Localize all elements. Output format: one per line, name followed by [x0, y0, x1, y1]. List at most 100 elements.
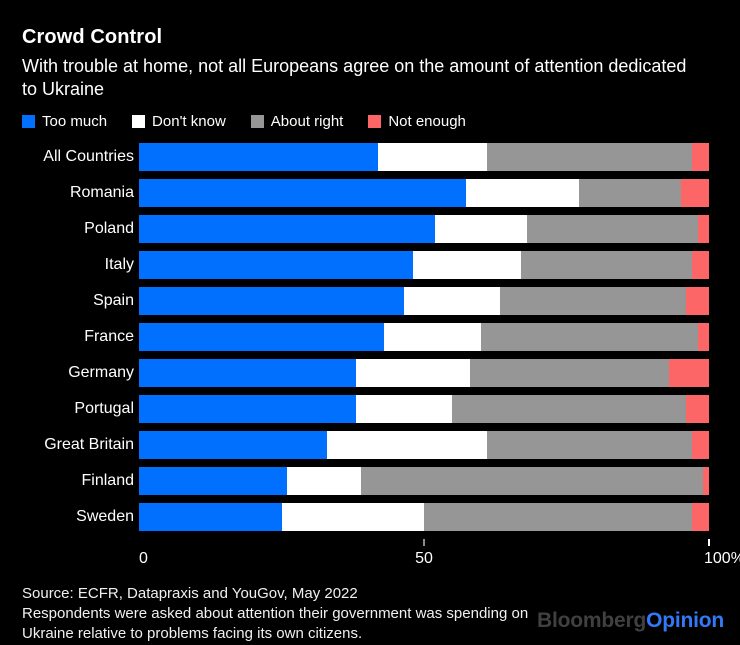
bar-poland	[139, 215, 709, 243]
bar-segment-don-t-know	[355, 395, 453, 423]
legend-item-about-right: About right	[250, 113, 344, 130]
bar-france	[139, 323, 709, 351]
row-label-portugal: Portugal	[74, 400, 134, 417]
chart-row-all-countries: All Countries	[22, 143, 740, 171]
bar-segment-don-t-know	[287, 467, 362, 495]
bar-spain	[139, 287, 709, 315]
row-label-sweden: Sweden	[76, 508, 134, 525]
row-label-finland: Finland	[81, 472, 134, 489]
chart-row-germany: Germany	[22, 359, 740, 387]
bar-segment-about-right	[500, 287, 687, 315]
bar-all-countries	[139, 143, 709, 171]
bar-segment-too-much	[139, 143, 379, 171]
bar-segment-too-much	[139, 467, 288, 495]
bar-segment-too-much	[139, 359, 356, 387]
bar-great-britain	[139, 431, 709, 459]
bar-segment-about-right	[361, 467, 704, 495]
bar-segment-don-t-know	[327, 431, 487, 459]
bar-segment-don-t-know	[466, 179, 580, 207]
bar-finland	[139, 467, 709, 495]
chart-title: Crowd Control	[22, 26, 163, 48]
bar-segment-about-right	[469, 359, 670, 387]
legend-swatch-don-t-know	[132, 115, 146, 128]
chart-row-italy: Italy	[22, 251, 740, 279]
bar-romania	[139, 179, 709, 207]
bar-segment-don-t-know	[435, 215, 527, 243]
chart-row-great-britain: Great Britain	[22, 431, 740, 459]
chart-row-france: France	[22, 323, 740, 351]
bar-segment-about-right	[526, 215, 698, 243]
bar-segment-don-t-know	[355, 359, 470, 387]
bar-segment-not-enough	[686, 287, 709, 315]
bar-segment-about-right	[486, 431, 692, 459]
bar-segment-too-much	[139, 251, 413, 279]
bar-segment-about-right	[486, 143, 692, 171]
bar-segment-not-enough	[691, 143, 709, 171]
legend-label: About right	[270, 113, 344, 130]
bar-segment-about-right	[520, 251, 692, 279]
bloomberg-opinion-logo: BloombergOpinion	[537, 609, 724, 633]
bar-segment-not-enough	[669, 359, 709, 387]
row-label-poland: Poland	[84, 220, 134, 237]
footer: Source: ECFR, Datapraxis and YouGov, May…	[22, 584, 740, 644]
legend-item-too-much: Too much	[22, 114, 107, 129]
x-axis-label-100: 100%	[704, 550, 740, 567]
bar-segment-not-enough	[691, 503, 709, 531]
chart-row-portugal: Portugal	[22, 395, 740, 423]
legend-item-not-enough: Not enough	[368, 114, 466, 129]
bar-portugal	[139, 395, 709, 423]
row-label-italy: Italy	[104, 256, 134, 273]
row-label-great-britain: Great Britain	[44, 436, 134, 453]
legend-label: Not enough	[388, 113, 466, 130]
bar-sweden	[139, 503, 709, 531]
row-label-germany: Germany	[68, 364, 134, 381]
x-axis-label-50: 50	[415, 550, 433, 567]
chart-row-romania: Romania	[22, 179, 740, 207]
x-axis-tick-50	[423, 539, 425, 546]
bar-segment-don-t-know	[281, 503, 424, 531]
chart-row-spain: Spain	[22, 287, 740, 315]
bar-segment-don-t-know	[384, 323, 481, 351]
stacked-bar-chart: All Countries Romania Poland Italy Spain Fran…	[22, 143, 740, 531]
opinion-wordmark: Opinion	[646, 609, 724, 632]
bloomberg-wordmark: Bloomberg	[537, 609, 647, 632]
bar-segment-too-much	[139, 287, 405, 315]
bar-germany	[139, 359, 709, 387]
bar-italy	[139, 251, 709, 279]
row-label-romania: Romania	[69, 184, 134, 201]
bar-segment-too-much	[139, 431, 328, 459]
bar-segment-too-much	[139, 503, 282, 531]
note-text: Respondents were asked about attention t…	[22, 605, 529, 642]
bar-segment-too-much	[139, 323, 385, 351]
legend-item-don-t-know: Don't know	[132, 114, 226, 129]
bar-segment-don-t-know	[404, 287, 501, 315]
chart-row-poland: Poland	[22, 215, 740, 243]
bar-segment-don-t-know	[412, 251, 521, 279]
bar-segment-about-right	[579, 179, 681, 207]
legend-label: Don't know	[152, 113, 226, 130]
legend-swatch-about-right	[250, 115, 264, 128]
bar-segment-too-much	[139, 215, 436, 243]
row-label-all-countries: All Countries	[43, 148, 134, 165]
legend: Too much Don't know About right Not enough	[22, 114, 740, 129]
legend-swatch-too-much	[22, 115, 35, 128]
bar-segment-about-right	[480, 323, 698, 351]
bar-segment-about-right	[424, 503, 692, 531]
chart-subtitle: With trouble at home, not all Europeans …	[22, 56, 687, 99]
x-axis: 0 50 100%	[139, 539, 740, 571]
x-axis-label-0: 0	[139, 550, 148, 567]
bar-segment-not-enough	[697, 323, 709, 351]
chart-row-sweden: Sweden	[22, 503, 740, 531]
source-text: Source: ECFR, Datapraxis and YouGov, May…	[22, 585, 358, 602]
bar-segment-not-enough	[691, 431, 709, 459]
bar-segment-don-t-know	[378, 143, 487, 171]
bar-segment-too-much	[139, 395, 356, 423]
row-label-spain: Spain	[93, 292, 134, 309]
bar-segment-not-enough	[691, 251, 709, 279]
bar-segment-about-right	[452, 395, 687, 423]
bar-segment-too-much	[139, 179, 467, 207]
bar-segment-not-enough	[686, 395, 709, 423]
chart-row-finland: Finland	[22, 467, 740, 495]
bar-segment-not-enough	[680, 179, 709, 207]
